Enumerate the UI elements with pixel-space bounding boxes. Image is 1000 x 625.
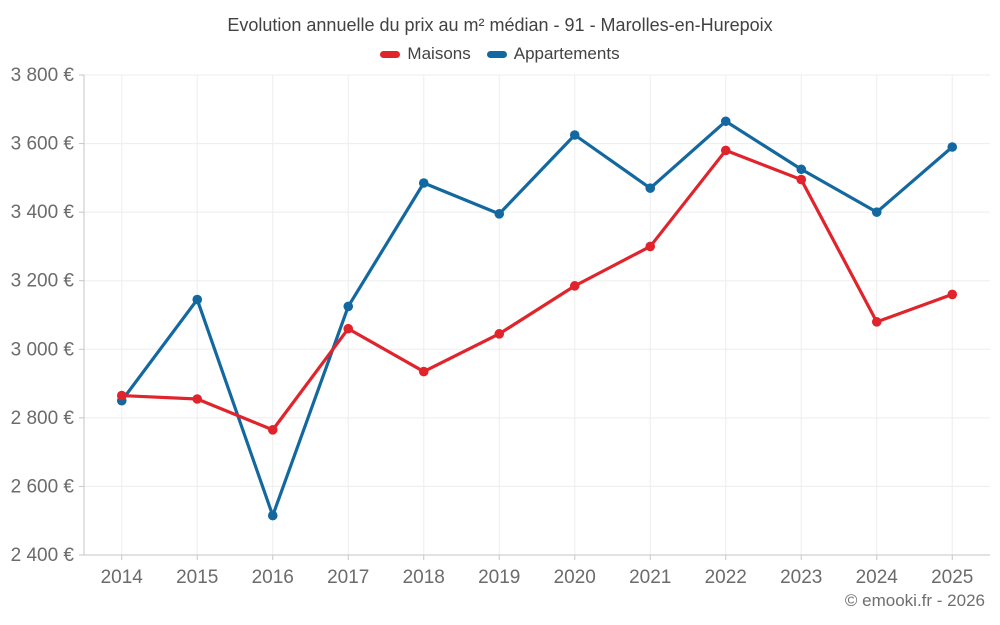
x-axis-label: 2025 xyxy=(931,567,973,588)
chart-title: Evolution annuelle du prix au m² médian … xyxy=(227,15,773,35)
point-appartements-2020 xyxy=(569,130,580,140)
point-maisons-2015 xyxy=(192,394,203,404)
x-axis-label: 2017 xyxy=(327,567,369,588)
point-maisons-2024 xyxy=(871,317,882,327)
point-appartements-2019 xyxy=(494,209,505,219)
point-appartements-2016 xyxy=(267,510,278,521)
point-appartements-2023 xyxy=(796,164,807,175)
x-axis-label: 2019 xyxy=(478,567,520,588)
x-axis-label: 2015 xyxy=(176,567,218,588)
y-axis-label: 3 200 € xyxy=(11,271,75,292)
legend-swatch-maisons xyxy=(380,50,401,58)
point-appartements-2022 xyxy=(720,116,731,127)
y-axis-label: 2 600 € xyxy=(11,476,75,497)
y-axis-label: 2 800 € xyxy=(11,408,75,429)
point-appartements-2017 xyxy=(343,301,354,312)
point-maisons-2021 xyxy=(645,241,656,252)
y-axis-label: 3 600 € xyxy=(11,134,75,155)
point-maisons-2014 xyxy=(116,390,127,401)
point-maisons-2017 xyxy=(343,323,354,334)
point-appartements-2018 xyxy=(418,178,429,188)
y-axis-label: 3 400 € xyxy=(11,202,75,223)
x-axis-label: 2014 xyxy=(101,567,144,588)
y-axis-label: 2 400 € xyxy=(11,545,75,566)
point-appartements-2024 xyxy=(871,207,882,217)
point-maisons-2022 xyxy=(720,145,731,156)
point-maisons-2016 xyxy=(267,425,278,435)
series-line-maisons xyxy=(120,148,954,432)
point-appartements-2015 xyxy=(192,294,203,305)
legend-swatch-appartements xyxy=(486,50,507,58)
x-axis-label: 2016 xyxy=(252,567,294,588)
point-appartements-2021 xyxy=(645,183,656,193)
x-axis-label: 2024 xyxy=(856,567,899,588)
legend: Maisons Appartements xyxy=(0,44,1000,64)
point-maisons-2018 xyxy=(418,366,429,377)
point-maisons-2019 xyxy=(494,329,505,339)
point-maisons-2025 xyxy=(947,289,958,300)
x-axis-label: 2021 xyxy=(629,567,671,588)
y-axis-label: 3 800 € xyxy=(11,65,75,86)
legend-label-appartements: Appartements xyxy=(513,44,620,63)
point-appartements-2025 xyxy=(947,142,958,152)
legend-label-maisons: Maisons xyxy=(407,44,471,63)
point-maisons-2020 xyxy=(569,281,580,291)
x-axis-label: 2020 xyxy=(554,567,596,588)
legend-item-appartements[interactable]: Appartements xyxy=(486,44,620,64)
copyright-label: © emooki.fr - 2026 xyxy=(844,591,985,610)
x-axis-label: 2018 xyxy=(403,567,445,588)
y-axis-label: 3 000 € xyxy=(11,339,75,360)
point-maisons-2023 xyxy=(796,174,807,185)
legend-item-maisons[interactable]: Maisons xyxy=(380,44,471,64)
x-axis-label: 2022 xyxy=(705,567,747,588)
series-line-appartements xyxy=(120,119,954,518)
x-axis-label: 2023 xyxy=(780,567,822,588)
